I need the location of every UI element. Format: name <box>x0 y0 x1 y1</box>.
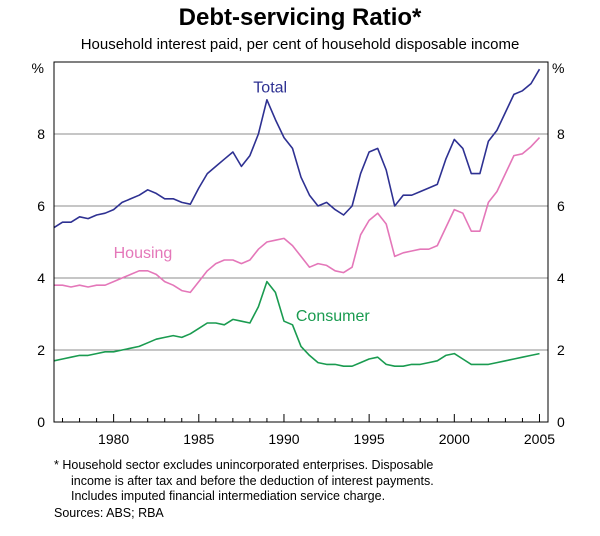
axis-labels: 0 0 2 2 4 4 6 6 8 8% % 1980 1985 1990 1995 2000 2005 <box>32 60 565 447</box>
y-tick-label-right: 6 <box>557 198 565 214</box>
plot-frame <box>53 61 549 423</box>
axis-ticks <box>62 414 540 422</box>
x-tick-label: 2005 <box>524 431 555 447</box>
y-tick-label-left: 6 <box>37 198 45 214</box>
footnote: * Household sector excludes unincorporat… <box>54 458 434 505</box>
y-tick-label-left: 8 <box>37 126 45 142</box>
y-unit-right: % <box>552 60 564 76</box>
sources-note: Sources: ABS; RBA <box>54 506 164 520</box>
debt-servicing-chart: 0 0 2 2 4 4 6 6 8 8% % 1980 1985 1990 1995 2000 2005 Tot… <box>32 60 565 447</box>
x-tick-label: 1990 <box>268 431 299 447</box>
y-tick-label-left: 0 <box>37 414 45 430</box>
series-label-consumer: Consumer <box>296 308 370 325</box>
chart-title: Debt-servicing Ratio* <box>178 4 422 31</box>
y-tick-label-right: 2 <box>557 342 565 358</box>
x-tick-label: 1980 <box>98 431 129 447</box>
x-tick-label: 2000 <box>439 431 470 447</box>
gridlines <box>54 133 548 351</box>
series-line-total <box>53 68 541 229</box>
y-unit-left: % <box>32 60 44 76</box>
y-tick-label-right: 0 <box>557 414 565 430</box>
y-tick-label-left: 2 <box>37 342 45 358</box>
series-labels: Total Housing Consumer <box>114 80 371 326</box>
series-label-total: Total <box>253 80 287 97</box>
series-label-housing: Housing <box>114 245 173 262</box>
footnote-line: * Household sector excludes unincorporat… <box>54 458 434 472</box>
series-lines <box>53 68 541 367</box>
x-tick-label: 1985 <box>183 431 214 447</box>
series-line-consumer <box>53 280 540 367</box>
chart-subtitle: Household interest paid, per cent of hou… <box>80 36 520 53</box>
x-tick-label: 1995 <box>354 431 385 447</box>
y-tick-label-left: 4 <box>37 270 45 286</box>
footnote-line: Includes imputed financial intermediatio… <box>71 489 386 503</box>
footnote-line: income is after tax and before the deduc… <box>71 473 434 488</box>
series-line-housing <box>54 137 541 294</box>
y-tick-label-right: 8 <box>557 126 565 142</box>
y-tick-label-right: 4 <box>557 270 565 286</box>
